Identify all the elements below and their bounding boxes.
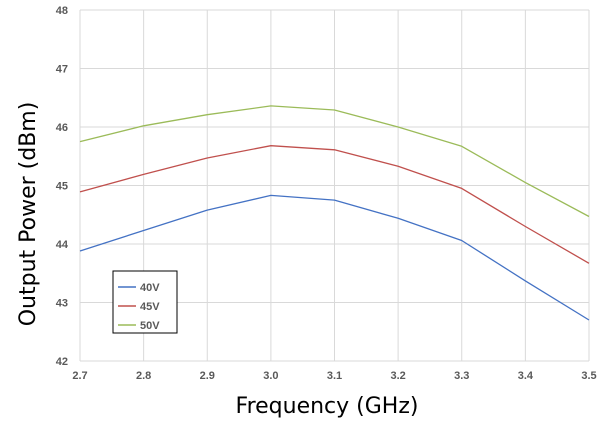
legend-box <box>112 270 178 334</box>
legend-label-45v: 45V <box>140 301 160 313</box>
y-tick-label: 42 <box>56 356 68 368</box>
y-tick-label: 46 <box>56 122 68 134</box>
x-tick-label: 3.3 <box>454 370 469 382</box>
y-tick-label: 44 <box>56 239 69 251</box>
series-lines <box>79 105 590 321</box>
x-tick-label: 2.9 <box>200 370 215 382</box>
y-tick-label: 48 <box>56 5 68 17</box>
x-axis-ticks: 2.7 2.8 2.9 3.0 3.1 3.2 3.3 3.4 3.5 <box>72 370 596 382</box>
y-tick-label: 43 <box>56 298 68 310</box>
y-axis-title: Output Power (dBm) <box>16 102 41 327</box>
series-line-45v <box>79 145 590 264</box>
y-axis-ticks: 42 43 44 45 46 47 48 <box>56 5 69 368</box>
x-tick-label: 3.5 <box>581 370 596 382</box>
legend-label-50v: 50V <box>140 320 160 332</box>
x-tick-label: 2.8 <box>136 370 151 382</box>
x-tick-label: 3.1 <box>327 370 342 382</box>
x-tick-label: 3.2 <box>390 370 405 382</box>
x-axis-title: Frequency (GHz) <box>236 394 419 419</box>
series-line-40v <box>79 194 590 321</box>
series-line-50v <box>79 105 590 218</box>
y-tick-label: 45 <box>56 181 68 193</box>
x-tick-label: 3.0 <box>263 370 278 382</box>
y-tick-label: 47 <box>56 64 68 76</box>
x-tick-label: 3.4 <box>518 370 534 382</box>
legend-label-40v: 40V <box>140 282 160 294</box>
legend: 40V 45V 50V <box>112 270 178 334</box>
x-tick-label: 2.7 <box>72 370 87 382</box>
